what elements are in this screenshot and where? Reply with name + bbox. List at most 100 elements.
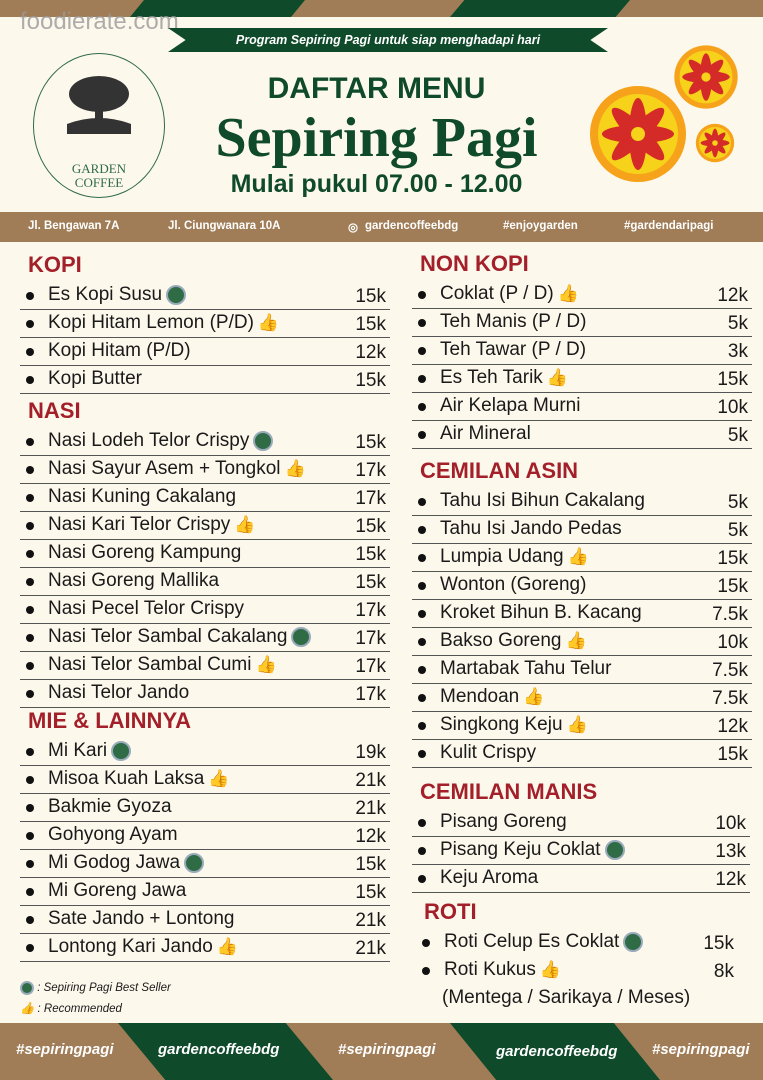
item-name: Sate Jando + Lontong [48,908,235,929]
thumbs-up-icon: 👍 [557,284,579,303]
item-name: Kopi Butter [48,368,142,389]
bullet [26,888,34,896]
info-bar: Jl. Bengawan 7A Jl. Ciungwanara 10A ◎ ga… [0,212,763,242]
menu-item: Mi Goreng Jawa 15k [20,878,390,906]
footer-hashtag: #sepiringpagi [16,1041,114,1058]
menu-item: Mi Kari 19k [20,738,390,766]
menu-item: Kroket Bihun B. Kacang 7.5k [412,600,752,628]
item-name: Roti Kukus [444,959,536,981]
section-title: CEMILAN MANIS [420,779,598,804]
bullet [26,494,34,502]
tagline-ribbon: Program Sepiring Pagi untuk siap menghad… [168,28,608,52]
menu-item: Nasi Sayur Asem + Tongkol 👍 17k [20,456,390,484]
section-title: NASI [28,398,81,423]
bullet [26,860,34,868]
thumbs-up-icon: 👍 [565,631,587,650]
item-price: 21k [355,938,386,959]
bullet [418,347,426,355]
item-name: Nasi Goreng Kampung [48,542,242,563]
flower-icon [590,86,686,182]
watermark: foodierate.com [20,8,179,35]
item-name: Tahu Isi Bihun Cakalang [440,490,645,511]
bullet [418,875,426,883]
item-price: 15k [703,933,734,954]
bullet [418,750,426,758]
item-price: 7.5k [712,660,748,681]
bullet [26,944,34,952]
menu-section-cemilan-asin: CEMILAN ASIN Tahu Isi Bihun Cakalang 5k Tah… [412,458,752,768]
item-price: 17k [355,600,386,621]
menu-item: Kopi Hitam (P/D) 12k [20,338,390,366]
menu-item: Nasi Telor Sambal Cumi 👍 17k [20,652,390,680]
item-name: Nasi Sayur Asem + Tongkol [48,458,281,480]
item-price: 5k [727,313,748,334]
menu-item: Nasi Goreng Mallika 15k [20,568,390,596]
item-price: 8k [713,961,734,982]
item-price: 15k [355,854,386,875]
address-2: Jl. Ciungwanara 10A [168,220,281,232]
hashtag-1: #enjoygarden [503,220,578,232]
item-name: Pisang Goreng [440,811,567,832]
instagram-icon: ◎ [348,222,359,234]
menu-item: Bakmie Gyoza 21k [20,794,390,822]
menu-item: Misoa Kuah Laksa 👍 21k [20,766,390,794]
hashtag-2: #gardendaripagi [624,220,714,232]
tree-icon [67,76,131,134]
thumbs-up-icon: 👍 [255,655,277,674]
bullet [418,526,426,534]
item-price: 15k [717,548,748,569]
bullet [418,554,426,562]
item-name: Misoa Kuah Laksa [48,768,205,790]
item-price: 15k [355,882,386,903]
item-name: Kroket Bihun B. Kacang [440,602,642,623]
bullet [26,550,34,558]
item-price: 21k [355,770,386,791]
item-price: 17k [355,460,386,481]
section-title: CEMILAN ASIN [420,458,579,483]
item-name: Air Mineral [440,423,531,444]
best-seller-icon [184,852,205,873]
bullet [418,431,426,439]
menu-item: Roti Celup Es Coklat 15k [416,929,738,957]
thumbs-up-icon: 👍 [523,687,545,706]
item-note: (Mentega / Sarikaya / Meses) [442,987,691,1008]
menu-section-nasi: NASI Nasi Lodeh Telor Crispy 15k Nasi Sayur… [20,398,390,708]
thumbs-up-icon: 👍 [567,547,589,566]
item-price: 15k [717,744,748,765]
item-price: 12k [355,826,386,847]
menu-item: Es Kopi Susu 15k [20,282,390,310]
bullet [418,819,426,827]
bullet [418,610,426,618]
menu-item: Singkong Keju 👍 12k [412,712,752,740]
item-name: Nasi Telor Sambal Cakalang [48,626,288,647]
logo-line1: GARDEN [71,161,127,176]
item-price: 13k [715,841,746,862]
item-price: 15k [355,572,386,593]
item-name: Mi Godog Jawa [48,852,181,873]
menu-item: Nasi Goreng Kampung 15k [20,540,390,568]
bullet [418,375,426,383]
menu-item: Pisang Keju Coklat 13k [412,837,750,865]
bullet [26,320,34,328]
item-price: 7.5k [712,604,748,625]
bullet [418,722,426,730]
menu-item: Nasi Pecel Telor Crispy 17k [20,596,390,624]
thumbs-up-icon: 👍 [20,1003,35,1015]
bullet [26,522,34,530]
item-name: Nasi Pecel Telor Crispy [48,598,245,619]
menu-section-cemilan-manis: CEMILAN MANIS Pisang Goreng 10k Pisang Keju… [412,779,750,893]
logo-line2: COFFEE [74,175,124,190]
item-name: Tahu Isi Jando Pedas [440,518,622,539]
item-name: Coklat (P / D) [440,283,554,305]
menu-item: Coklat (P / D) 👍 12k [412,281,752,309]
legend-recommended-text: : Recommended [37,1003,122,1015]
menu-item: Tahu Isi Jando Pedas 5k [412,516,752,544]
menu-item: Nasi Telor Jando 17k [20,680,390,708]
item-price: 15k [355,544,386,565]
item-name: Mi Kari [48,740,108,761]
menu-item: Nasi Telor Sambal Cakalang 17k [20,624,390,652]
menu-item: Air Mineral 5k [412,421,752,449]
best-seller-icon [604,839,625,860]
bullet [26,634,34,642]
best-seller-icon [253,430,274,451]
